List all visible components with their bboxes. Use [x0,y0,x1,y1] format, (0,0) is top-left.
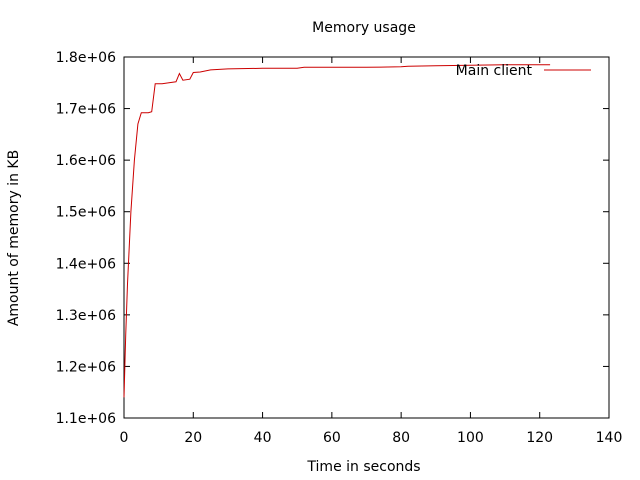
y-tick-label: 1.4e+06 [56,256,117,272]
y-tick-label: 1.3e+06 [56,308,117,324]
x-axis-ticks: 0 20 40 60 80 100 120 140 [120,57,623,446]
y-tick-label: 1.6e+06 [56,153,117,169]
y-tick-label: 1.5e+06 [56,205,117,221]
x-tick-label: 0 [120,430,129,446]
y-axis-ticks: 1.1e+06 1.2e+06 1.3e+06 1.4e+06 1.5e+06 1.6e+… [56,50,609,427]
x-axis-label: Time in seconds [306,459,420,475]
x-tick-label: 40 [254,430,272,446]
x-tick-label: 140 [596,430,623,446]
x-tick-label: 60 [323,430,341,446]
y-tick-label: 1.7e+06 [56,102,117,118]
legend-label-main-client: Main client [456,63,533,79]
series-layer [123,64,551,398]
x-tick-label: 80 [392,430,410,446]
y-tick-label: 1.1e+06 [56,411,117,427]
chart-title: Memory usage [312,20,416,36]
x-tick-label: 100 [457,430,484,446]
x-tick-label: 20 [184,430,202,446]
y-tick-label: 1.8e+06 [56,50,117,66]
plot-frame [123,56,610,419]
y-axis-label: Amount of memory in KB [6,150,22,326]
legend: Main client [456,63,591,79]
x-tick-label: 120 [526,430,553,446]
y-tick-label: 1.2e+06 [56,359,117,375]
series-line-main-client [123,64,551,398]
